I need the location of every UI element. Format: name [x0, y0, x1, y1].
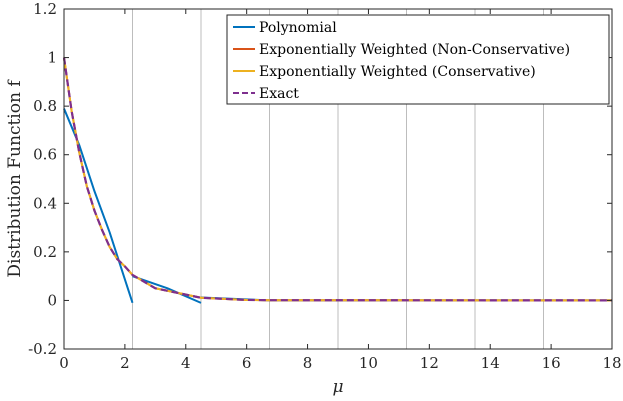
y-axis-ticks: -0.2 0 0.2 0.4 0.6 0.8 1 1.2 — [28, 0, 612, 358]
series-line-polynomial-seg-1 — [132, 275, 202, 304]
legend-label-exact: Exact — [259, 86, 299, 102]
x-tick-label-5: 10 — [359, 354, 378, 372]
x-axis-label: μ — [332, 377, 343, 397]
y-tick-label-4: 0.6 — [33, 146, 57, 164]
plot-frame — [63, 8, 613, 350]
x-tick-label-6: 12 — [420, 354, 439, 372]
x-tick-label-7: 14 — [481, 354, 500, 372]
x-axis-ticks: 0 2 4 6 8 10 12 14 16 18 — [59, 9, 622, 372]
legend-label-exponentially-weighted-non-conservative: Exponentially Weighted (Non-Conservative… — [259, 42, 570, 58]
y-tick-label-1: 0 — [47, 291, 57, 309]
y-tick-label-7: 1.2 — [33, 0, 57, 18]
y-tick-label-6: 1 — [47, 49, 57, 67]
series-line-polynomial-seg-0 — [63, 108, 134, 304]
series-layer — [62, 57, 613, 304]
y-tick-label-2: 0.2 — [33, 243, 57, 261]
x-tick-label-9: 18 — [602, 354, 621, 372]
x-tick-label-1: 2 — [120, 354, 130, 372]
x-tick-label-2: 4 — [181, 354, 191, 372]
y-axis-label: Distribution Function f — [5, 79, 25, 278]
y-tick-label-0: -0.2 — [28, 340, 57, 358]
x-tick-label-0: 0 — [59, 354, 69, 372]
series-line-exact — [62, 57, 613, 302]
x-tick-label-8: 16 — [542, 354, 561, 372]
x-tick-label-3: 6 — [242, 354, 252, 372]
x-tick-label-4: 8 — [303, 354, 313, 372]
legend-box — [226, 14, 610, 105]
legend: Polynomial Exponentially Weighted (Non-Co… — [226, 14, 610, 105]
legend-label-exponentially-weighted-conservative: Exponentially Weighted (Conservative) — [259, 64, 536, 80]
legend-label-polynomial: Polynomial — [259, 20, 337, 36]
y-tick-label-5: 0.8 — [33, 97, 57, 115]
y-tick-label-3: 0.4 — [33, 194, 57, 212]
